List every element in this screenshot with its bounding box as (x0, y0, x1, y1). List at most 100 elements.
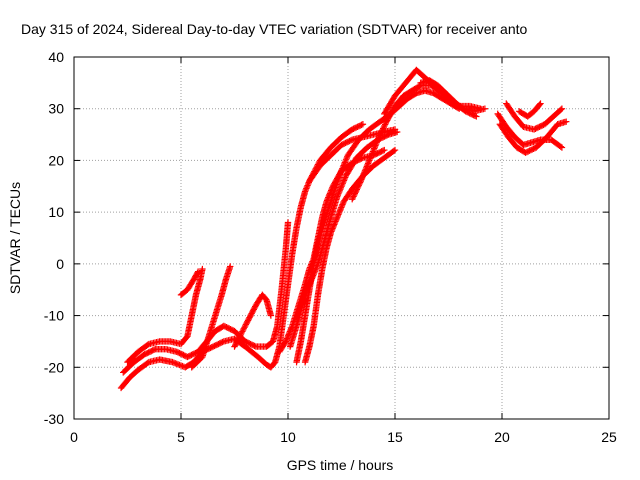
data-point (342, 156, 350, 163)
data-point (303, 185, 310, 192)
data-point (416, 82, 423, 90)
data-point (313, 164, 320, 171)
data-point (351, 190, 359, 197)
data-point (380, 124, 388, 131)
y-tick-label: -10 (44, 308, 64, 324)
data-point (367, 154, 374, 161)
data-point (373, 139, 380, 146)
data-point (249, 308, 256, 316)
data-point (381, 122, 388, 130)
series-arc-12 (349, 82, 489, 203)
y-tick-label: 30 (48, 101, 64, 117)
data-point (381, 146, 388, 154)
data-point (379, 125, 387, 132)
data-point (358, 121, 365, 129)
data-point (374, 136, 382, 143)
data-point (369, 148, 377, 155)
data-point (337, 169, 344, 177)
data-point (558, 144, 566, 151)
data-point (219, 338, 226, 346)
series-arc-17 (503, 100, 566, 133)
data-point (384, 132, 391, 139)
data-point (375, 133, 383, 141)
data-point (363, 163, 371, 170)
series-arc-6 (231, 291, 275, 350)
y-axis-ticks: -30 -20 -10 0 10 20 30 40 (44, 49, 609, 427)
data-point (238, 329, 245, 337)
data-point (338, 183, 345, 190)
data-point (477, 105, 484, 112)
data-point (354, 183, 362, 190)
data-point (150, 346, 158, 354)
data-point (356, 180, 363, 188)
grid-lines (74, 57, 609, 419)
data-point (367, 152, 375, 160)
data-point (239, 328, 246, 335)
data-point (349, 196, 356, 203)
data-point (371, 145, 378, 152)
data-point (390, 147, 398, 155)
data-point (356, 179, 364, 186)
data-point (336, 172, 343, 180)
data-point (284, 219, 292, 226)
data-point (249, 307, 257, 314)
data-point (194, 268, 202, 275)
data-point (227, 263, 234, 270)
data-point (304, 180, 312, 188)
data-point (354, 184, 361, 192)
data-point (307, 175, 315, 182)
data-point (337, 184, 345, 191)
data-point (360, 170, 368, 177)
data-point (536, 101, 543, 108)
data-point (358, 174, 366, 182)
x-tick-label: 15 (387, 429, 403, 445)
data-point (563, 118, 570, 125)
data-point (243, 319, 250, 327)
data-point (359, 173, 366, 180)
data-point (315, 159, 322, 167)
data-point (240, 325, 247, 332)
data-point (267, 312, 275, 319)
data-point (361, 167, 369, 174)
data-point (236, 333, 243, 341)
data-point (350, 193, 357, 200)
data-point (370, 146, 377, 154)
data-point (199, 265, 206, 273)
data-point (340, 177, 348, 184)
chart-title: Day 315 of 2024, Sidereal Day-to-day VTE… (21, 21, 528, 37)
data-point (366, 157, 373, 164)
data-point (343, 155, 350, 162)
data-point (340, 162, 347, 169)
data-point (248, 310, 255, 317)
data-point (306, 177, 313, 185)
data-point (232, 340, 240, 348)
data-point (349, 194, 357, 202)
plot-frame (73, 56, 610, 420)
data-point (341, 174, 349, 181)
data-point (309, 172, 316, 179)
data-point (378, 128, 386, 135)
data-point (246, 313, 254, 320)
data-point (557, 143, 564, 150)
data-point (338, 166, 346, 174)
data-point (337, 168, 345, 175)
data-point (347, 137, 355, 144)
series-arc-18 (515, 100, 544, 120)
x-tick-label: 20 (494, 429, 510, 445)
data-point (350, 191, 358, 199)
data-point (537, 100, 544, 107)
data-point (244, 317, 252, 324)
data-point (376, 132, 384, 139)
series-arc-14 (417, 77, 484, 112)
data-point (239, 326, 247, 334)
y-tick-label: 10 (48, 204, 64, 220)
data-point (369, 149, 376, 157)
data-point (340, 178, 347, 186)
y-tick-label: 20 (48, 152, 64, 168)
data-point (241, 324, 248, 331)
data-point (353, 186, 361, 193)
data-point (352, 187, 360, 195)
data-point (310, 169, 317, 177)
data-point (246, 314, 253, 321)
